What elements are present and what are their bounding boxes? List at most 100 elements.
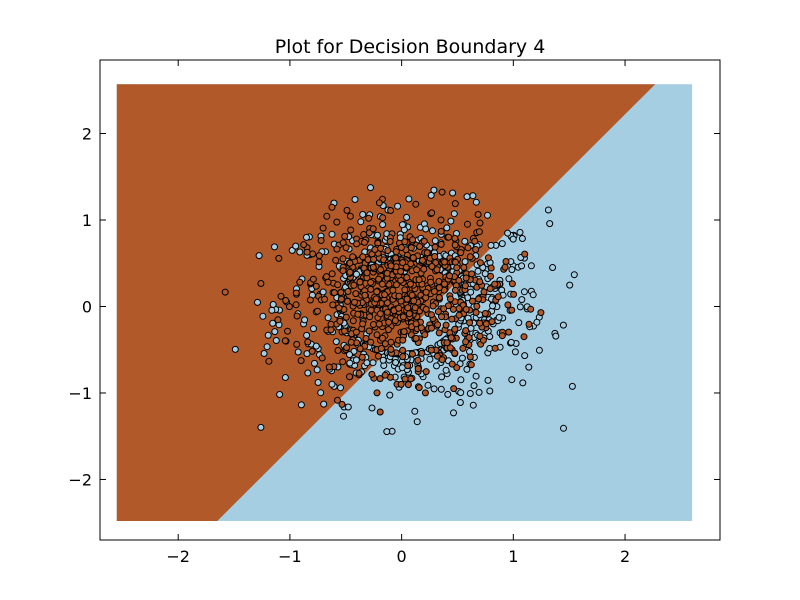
data-point-class-a: [446, 344, 454, 352]
data-point-class-a: [412, 320, 420, 328]
data-point-class-b: [484, 211, 491, 219]
data-point-class-a: [333, 245, 341, 253]
data-point-class-a: [428, 311, 435, 319]
data-point-class-a: [384, 247, 392, 255]
data-point-class-a: [411, 304, 419, 312]
data-point-class-a: [359, 320, 367, 328]
data-point-class-a: [277, 292, 285, 300]
data-point-class-a: [352, 328, 360, 336]
data-point-class-a: [275, 254, 283, 262]
data-point-class-a: [367, 279, 375, 286]
data-point-class-b: [374, 231, 381, 239]
data-point-class-a: [381, 340, 389, 348]
data-point-class-a: [433, 352, 441, 360]
data-point-class-a: [372, 295, 380, 303]
data-point-class-a: [434, 321, 442, 329]
y-tick-label: 1: [82, 211, 92, 230]
data-point-class-b: [303, 331, 311, 339]
data-point-class-a: [379, 334, 386, 342]
data-point-class-b: [566, 281, 574, 289]
data-point-class-a: [377, 244, 385, 252]
data-point-class-a: [337, 289, 345, 296]
data-point-class-a: [437, 227, 445, 235]
data-point-class-a: [521, 250, 529, 258]
data-point-class-b: [519, 379, 527, 387]
data-point-class-a: [475, 228, 483, 236]
data-point-class-a: [403, 274, 411, 281]
data-point-class-a: [349, 253, 357, 261]
data-point-class-b: [268, 306, 276, 314]
data-point-class-a: [453, 364, 461, 372]
data-point-class-a: [386, 238, 394, 245]
data-point-class-b: [399, 221, 406, 229]
data-point-class-b: [353, 270, 360, 278]
data-point-class-a: [405, 310, 413, 318]
data-point-class-a: [352, 290, 360, 298]
data-point-class-a: [451, 234, 459, 242]
data-point-class-b: [346, 351, 353, 359]
data-point-class-a: [353, 240, 361, 248]
data-point-class-b: [516, 228, 524, 236]
data-point-class-a: [367, 338, 375, 346]
data-point-class-a: [376, 310, 384, 318]
data-point-class-a: [487, 264, 495, 272]
data-point-class-b: [363, 359, 371, 367]
data-point-class-a: [393, 281, 400, 289]
data-point-class-b: [461, 237, 469, 245]
data-point-class-b: [472, 372, 480, 380]
data-point-class-b: [328, 380, 336, 388]
data-point-class-b: [405, 195, 413, 203]
data-point-class-a: [397, 380, 405, 388]
y-tick-label: −2: [68, 470, 92, 489]
data-point-class-b: [521, 352, 529, 360]
data-point-class-a: [442, 321, 450, 329]
data-point-class-b: [529, 291, 537, 299]
data-point-class-a: [467, 361, 475, 369]
data-point-class-a: [451, 241, 459, 249]
data-point-class-a: [303, 248, 311, 256]
data-point-class-b: [272, 337, 280, 344]
data-point-class-a: [314, 307, 321, 315]
data-point-class-b: [487, 241, 495, 249]
data-point-class-a: [366, 313, 374, 321]
x-tick-label: 1: [508, 547, 518, 566]
data-point-class-a: [415, 384, 423, 392]
data-point-class-b: [438, 373, 446, 381]
data-point-class-a: [330, 289, 338, 297]
data-point-class-b: [379, 221, 387, 229]
data-point-class-b: [344, 403, 352, 411]
data-point-class-a: [363, 269, 371, 277]
data-point-class-a: [504, 301, 512, 309]
data-point-class-a: [292, 301, 300, 309]
data-point-class-a: [346, 268, 354, 276]
data-point-class-a: [347, 226, 355, 234]
data-point-class-a: [462, 305, 470, 313]
data-point-class-b: [269, 319, 277, 327]
data-point-class-a: [399, 336, 407, 344]
data-point-class-a: [346, 373, 353, 381]
data-point-class-a: [387, 207, 395, 214]
data-point-class-b: [311, 359, 318, 367]
data-point-class-a: [443, 339, 451, 347]
data-point-class-b: [359, 211, 367, 218]
data-point-class-a: [342, 313, 350, 321]
data-point-class-a: [404, 304, 412, 312]
data-point-class-a: [347, 338, 355, 346]
data-point-class-a: [434, 308, 442, 316]
data-point-class-a: [369, 263, 377, 271]
data-point-class-a: [292, 289, 300, 297]
data-point-class-a: [438, 313, 445, 321]
data-point-class-a: [476, 332, 484, 340]
data-point-class-b: [394, 202, 402, 210]
data-point-class-b: [469, 192, 477, 200]
data-point-class-a: [397, 244, 405, 251]
data-point-class-b: [324, 314, 332, 322]
data-point-class-b: [437, 385, 445, 393]
data-point-class-b: [263, 343, 271, 351]
data-point-class-a: [484, 254, 492, 262]
data-point-class-a: [346, 212, 354, 220]
data-point-class-a: [284, 327, 291, 335]
data-point-class-b: [568, 382, 576, 390]
data-point-class-b: [559, 321, 567, 329]
data-point-class-b: [456, 399, 464, 406]
